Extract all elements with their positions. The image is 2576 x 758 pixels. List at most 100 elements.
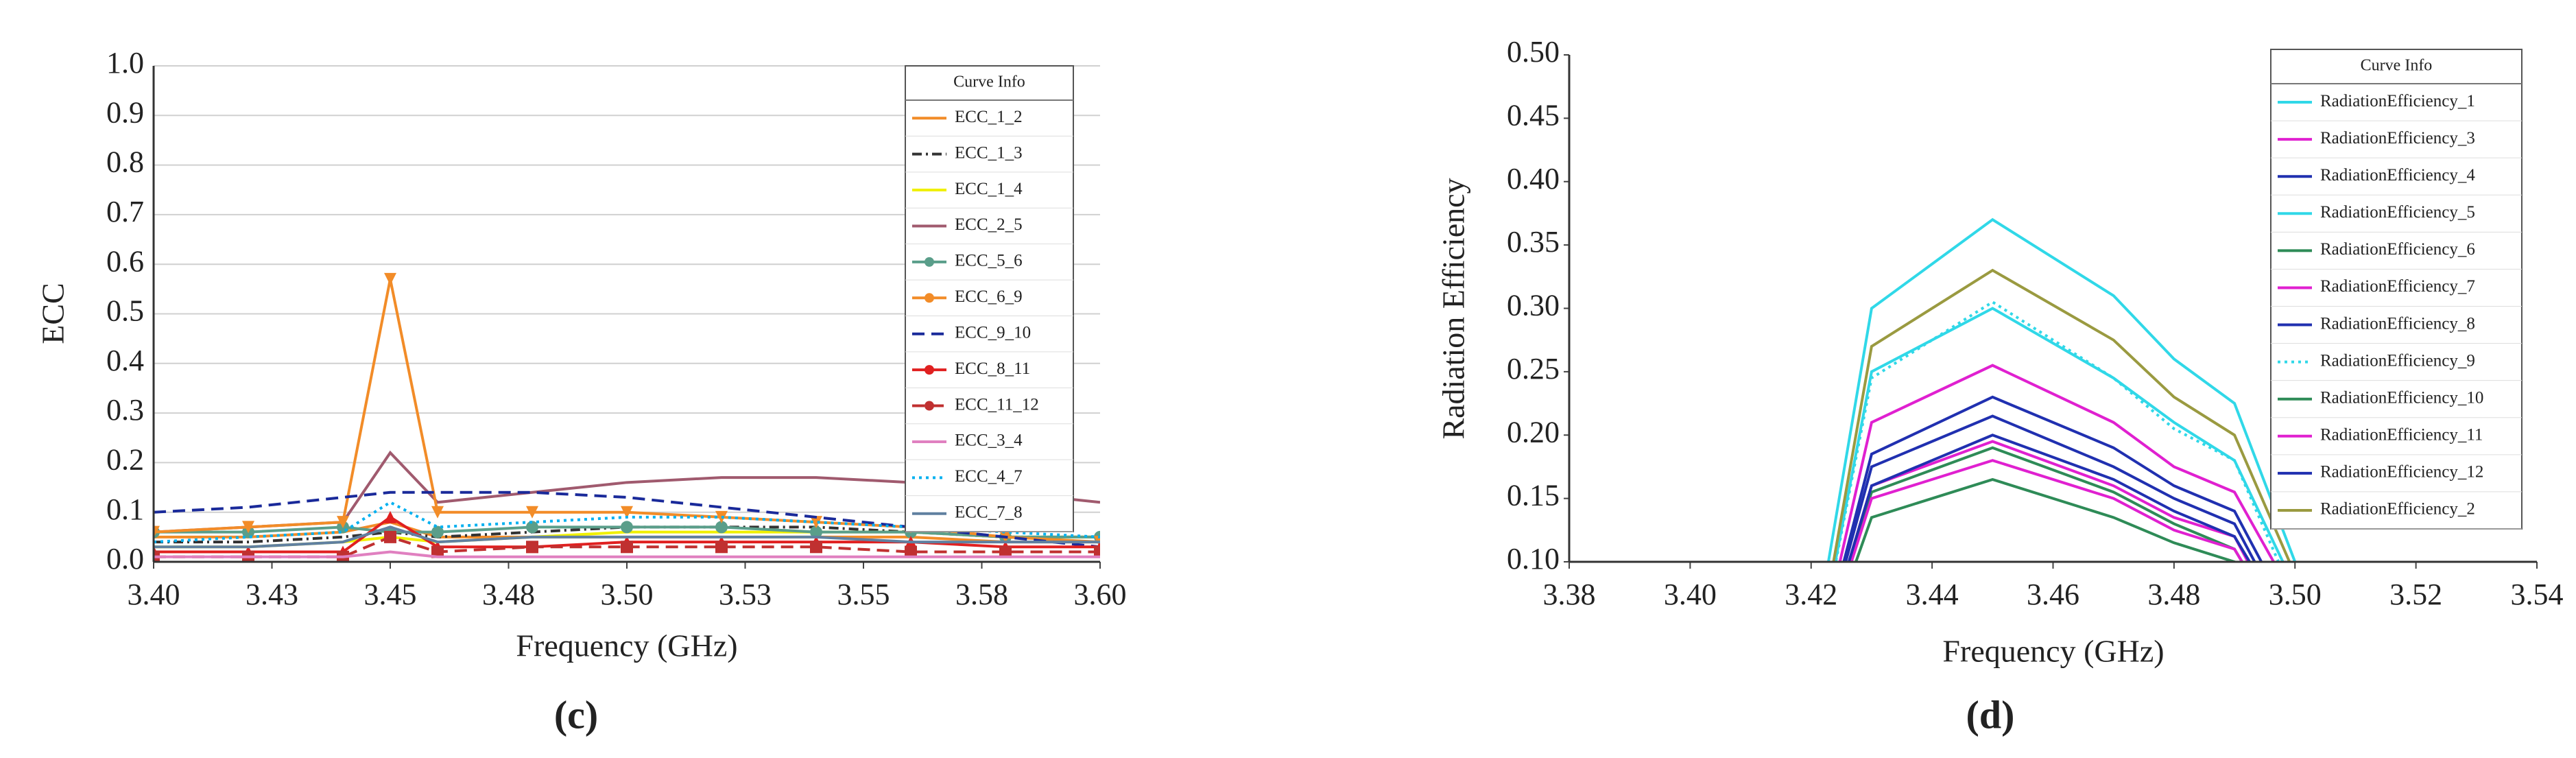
legend-label: RadiationEfficiency_7	[2320, 277, 2475, 296]
x-tick-label: 3.55	[837, 578, 890, 611]
series-line	[1832, 268, 2291, 562]
marker	[715, 521, 728, 534]
marker	[337, 516, 349, 529]
x-tick-label: 3.50	[2269, 578, 2322, 611]
legend-label: RadiationEfficiency_1	[2320, 92, 2475, 110]
marker	[384, 530, 396, 543]
marker	[810, 516, 822, 529]
caption: (d)	[1966, 692, 2015, 737]
series-line	[154, 525, 1100, 538]
x-tick-label: 3.46	[2027, 578, 2079, 611]
legend-label: RadiationEfficiency_11	[2320, 426, 2483, 445]
x-tick-label: 3.40	[1664, 578, 1717, 611]
legend-label: ECC_7_8	[955, 504, 1023, 522]
marker	[526, 541, 538, 554]
legend-box	[2270, 49, 2523, 530]
legend: Curve Info ECC_1_2 ECC_1_3 ECC_1_4 ECC_2_5 EC…	[905, 65, 1074, 532]
chart: 0.10 0.15 0.20 0.25 0.30 0.35 0.40 0.45 0.50 3.38…	[1436, 35, 2564, 737]
y-tick-label: 0.25	[1507, 352, 1560, 386]
legend-marker	[925, 401, 934, 411]
x-axis-label: Frequency (GHz)	[516, 628, 737, 663]
legend-label: ECC_3_4	[955, 431, 1023, 450]
marker	[526, 506, 538, 519]
series-line	[1834, 300, 2280, 562]
x-tick-label: 3.40	[128, 578, 180, 611]
y-tick-label: 0.35	[1507, 225, 1560, 259]
marker	[715, 541, 728, 554]
legend-marker	[925, 365, 934, 375]
y-tick-label: 0.6	[106, 244, 144, 278]
x-tick-label: 3.52	[2389, 578, 2442, 611]
chart: 0.0 0.1 0.2 0.3 0.4 0.5 0.6 0.7 0.8 0.9 1.0 3.40 3.4…	[36, 46, 1127, 737]
caption: (c)	[554, 692, 598, 737]
marker	[242, 521, 254, 534]
legend-marker	[925, 257, 934, 267]
y-axis-label: Radiation Efficiency	[1436, 178, 1471, 439]
marker	[810, 525, 822, 538]
legend-label: RadiationEfficiency_12	[2320, 463, 2483, 482]
x-tick-label: 3.44	[1906, 578, 1959, 611]
marker	[1094, 545, 1100, 558]
legend-label: ECC_4_7	[955, 467, 1023, 486]
y-tick-label: 0.30	[1507, 289, 1560, 322]
legend-label: ECC_1_2	[955, 108, 1023, 126]
y-tick-label: 0.9	[106, 95, 144, 129]
legend-label: ECC_1_4	[955, 180, 1023, 198]
y-tick-label: 0.7	[106, 195, 144, 228]
series-line	[154, 500, 1100, 544]
legend-label: RadiationEfficiency_10	[2320, 388, 2483, 407]
x-tick-label: 3.53	[719, 578, 772, 611]
series-line	[1838, 364, 2276, 562]
legend-label: RadiationEfficiency_4	[2320, 166, 2475, 185]
marker	[431, 545, 444, 558]
marker	[431, 525, 444, 538]
y-tick-label: 0.15	[1507, 479, 1560, 512]
legend-label: ECC_6_9	[955, 287, 1023, 306]
legend-label: ECC_8_11	[955, 359, 1030, 378]
series-line	[154, 525, 1100, 549]
legend-label: ECC_9_10	[955, 323, 1031, 342]
x-tick-label: 3.42	[1785, 578, 1837, 611]
x-tick-label: 3.38	[1543, 578, 1596, 611]
y-axis-label: ECC	[36, 283, 71, 344]
y-tick-label: 0.3	[106, 393, 144, 427]
y-tick-label: 0.0	[106, 542, 144, 576]
y-tick-label: 0.45	[1507, 98, 1560, 132]
series-line	[1847, 434, 2252, 562]
y-tick-label: 0.4	[106, 344, 144, 377]
x-tick-label: 3.48	[482, 578, 535, 611]
legend-label: ECC_11_12	[955, 395, 1039, 414]
marker	[526, 521, 538, 534]
y-tick-label: 0.8	[106, 145, 144, 179]
y-tick-label: 0.5	[106, 294, 144, 328]
series-line	[154, 550, 1100, 558]
y-tick-label: 0.1	[106, 493, 144, 526]
legend-title: Curve Info	[953, 73, 1025, 91]
x-tick-label: 3.45	[364, 578, 417, 611]
x-tick-label: 3.43	[246, 578, 298, 611]
marker	[384, 510, 396, 523]
legend-label: RadiationEfficiency_8	[2320, 314, 2475, 333]
legend: Curve Info RadiationEfficiency_1 Radiation…	[2270, 49, 2523, 530]
marker	[621, 521, 633, 534]
series-line	[1826, 217, 2297, 562]
legend-marker	[925, 293, 934, 303]
x-tick-label: 3.50	[601, 578, 654, 611]
marker	[999, 545, 1012, 558]
legend-label: ECC_5_6	[955, 252, 1023, 270]
x-tick-label: 3.58	[955, 578, 1008, 611]
marker	[154, 525, 160, 538]
marker	[810, 541, 822, 554]
series-line	[154, 525, 1100, 544]
series-line	[1844, 414, 2256, 562]
legend-label: RadiationEfficiency_5	[2320, 203, 2475, 222]
x-tick-label: 3.48	[2147, 578, 2200, 611]
marker	[621, 541, 633, 554]
y-tick-label: 1.0	[106, 46, 144, 80]
marker	[905, 545, 917, 558]
legend-label: ECC_1_3	[955, 143, 1023, 162]
series-line	[1850, 459, 2244, 562]
legend-label: RadiationEfficiency_9	[2320, 351, 2475, 370]
plot-lines	[154, 272, 1100, 562]
